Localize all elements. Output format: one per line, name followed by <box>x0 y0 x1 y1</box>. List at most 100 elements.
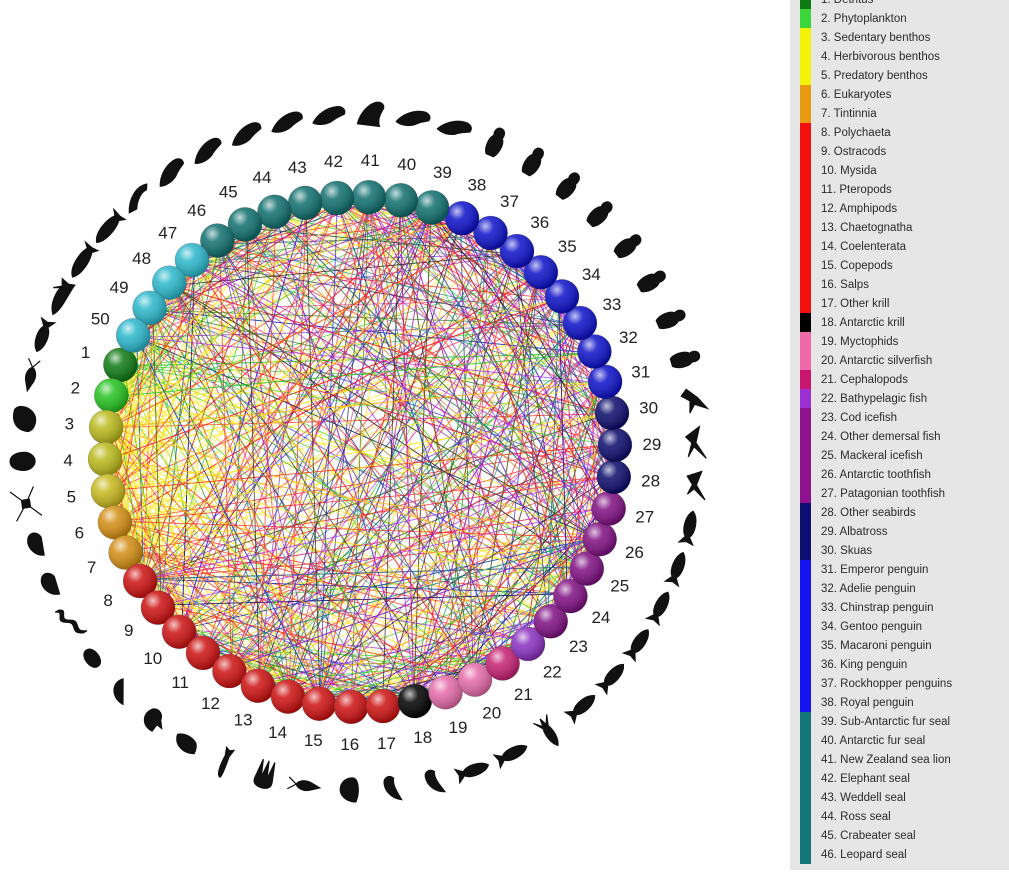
trophic-link <box>128 221 461 552</box>
legend-item: 22. Bathypelagic fish <box>790 389 1009 408</box>
trophic-link <box>181 628 415 698</box>
trophic-link <box>337 201 609 414</box>
trophic-link <box>109 200 370 428</box>
penguin-icon <box>555 172 581 200</box>
node-highlight <box>415 190 449 225</box>
trophic-link <box>172 253 515 286</box>
node-number-label: 45 <box>219 182 238 201</box>
legend-label: 1. Detritus <box>821 0 873 6</box>
legend-label: 6. Eukaryotes <box>821 88 892 101</box>
whale-icon <box>96 207 127 244</box>
legend-label: 26. Antarctic toothfish <box>821 468 931 481</box>
trophic-link <box>382 204 401 703</box>
trophic-link <box>336 201 611 477</box>
trophic-link <box>336 201 501 661</box>
trophic-link <box>124 365 611 446</box>
legend-swatch <box>800 85 811 104</box>
trophic-link <box>152 310 162 606</box>
node-highlight <box>366 689 401 723</box>
legend-swatch <box>800 503 811 522</box>
node-number-label: 16 <box>340 735 359 754</box>
trophic-link <box>181 263 196 629</box>
legend-swatch <box>800 180 811 199</box>
node-number-label: 21 <box>514 685 533 704</box>
legend-swatch <box>800 484 811 503</box>
legend-item: 42. Elephant seal <box>790 769 1009 788</box>
amphipod-icon <box>176 733 197 755</box>
node-number-label: 38 <box>467 175 486 194</box>
legend-swatch <box>800 465 811 484</box>
node-number-label: 30 <box>639 398 658 417</box>
trophic-link <box>514 254 611 477</box>
node-highlight <box>569 551 604 586</box>
node-highlight <box>97 505 132 540</box>
penguin-icon <box>655 309 686 329</box>
legend-item: 36. King penguin <box>790 655 1009 674</box>
node-number-label: 17 <box>377 734 396 753</box>
trophic-link <box>128 206 307 552</box>
node-highlight <box>186 635 220 670</box>
worm-icon <box>54 609 88 634</box>
node-number-label: 9 <box>124 621 133 640</box>
trophic-link <box>368 201 501 661</box>
trophic-link <box>337 201 591 354</box>
legend-label: 22. Bathypelagic fish <box>821 392 928 405</box>
node-number-label: 49 <box>110 278 129 297</box>
node-number-label: 34 <box>582 265 601 284</box>
trophic-link <box>499 275 539 661</box>
node-number-label: 11 <box>171 673 189 692</box>
trophic-link <box>181 206 307 630</box>
legend-label: 21. Cephalopods <box>821 373 908 386</box>
fish-icon <box>677 510 697 547</box>
node-highlight <box>545 279 579 314</box>
node-highlight <box>523 255 558 290</box>
trophic-link <box>319 211 432 700</box>
legend-item: 16. Salps <box>790 275 1009 294</box>
trophic-link <box>123 365 584 568</box>
trophic-link <box>152 309 415 698</box>
seal-icon <box>159 158 185 187</box>
trophic-link <box>194 262 606 508</box>
trophic-link <box>110 352 591 428</box>
brittle-star-icon <box>9 486 43 522</box>
legend-item: 9. Ostracods <box>790 142 1009 161</box>
legend-label: 38. Royal penguin <box>821 696 914 709</box>
legend-label: 3. Sedentary benthos <box>821 31 931 44</box>
legend-label: 37. Rockhopper penguins <box>821 677 953 690</box>
node-highlight <box>88 442 123 477</box>
legend-swatch <box>800 28 811 47</box>
trophic-link <box>143 221 461 580</box>
trophic-link <box>110 427 584 568</box>
trophic-link <box>246 227 260 683</box>
fish-icon <box>594 663 625 696</box>
legend-panel: 1. Detritus 2. Phytoplankton 3. Sedentary … <box>790 0 1009 870</box>
node-highlight <box>162 614 197 649</box>
trophic-link <box>152 309 612 446</box>
penguin-icon <box>485 127 506 158</box>
trophic-link <box>181 253 515 630</box>
node-highlight <box>595 396 629 430</box>
trophic-link <box>288 476 611 694</box>
legend-label: 17. Other krill <box>821 297 890 310</box>
trophic-link <box>181 324 577 630</box>
penguin-icon <box>669 350 701 369</box>
node-highlight <box>591 491 626 526</box>
legend-label: 24. Other demersal fish <box>821 430 941 443</box>
trophic-link <box>219 243 321 700</box>
node-number-label: 5 <box>67 488 76 507</box>
legend-swatch <box>800 731 811 750</box>
node-highlight <box>334 689 369 724</box>
trophic-link <box>152 298 559 311</box>
seal-icon <box>194 137 222 164</box>
trophic-link <box>460 221 568 594</box>
legend-label: 34. Gentoo penguin <box>821 620 923 633</box>
penguin-icon <box>521 147 544 177</box>
shrimp-icon <box>113 678 124 706</box>
trophic-link <box>275 215 415 698</box>
node-highlight <box>212 654 247 688</box>
legend-label: 35. Macaroni penguin <box>821 639 932 652</box>
node-highlight <box>597 427 632 462</box>
seabird-icon <box>686 470 706 501</box>
legend-label: 30. Skuas <box>821 544 873 557</box>
fish-icon <box>492 745 528 770</box>
